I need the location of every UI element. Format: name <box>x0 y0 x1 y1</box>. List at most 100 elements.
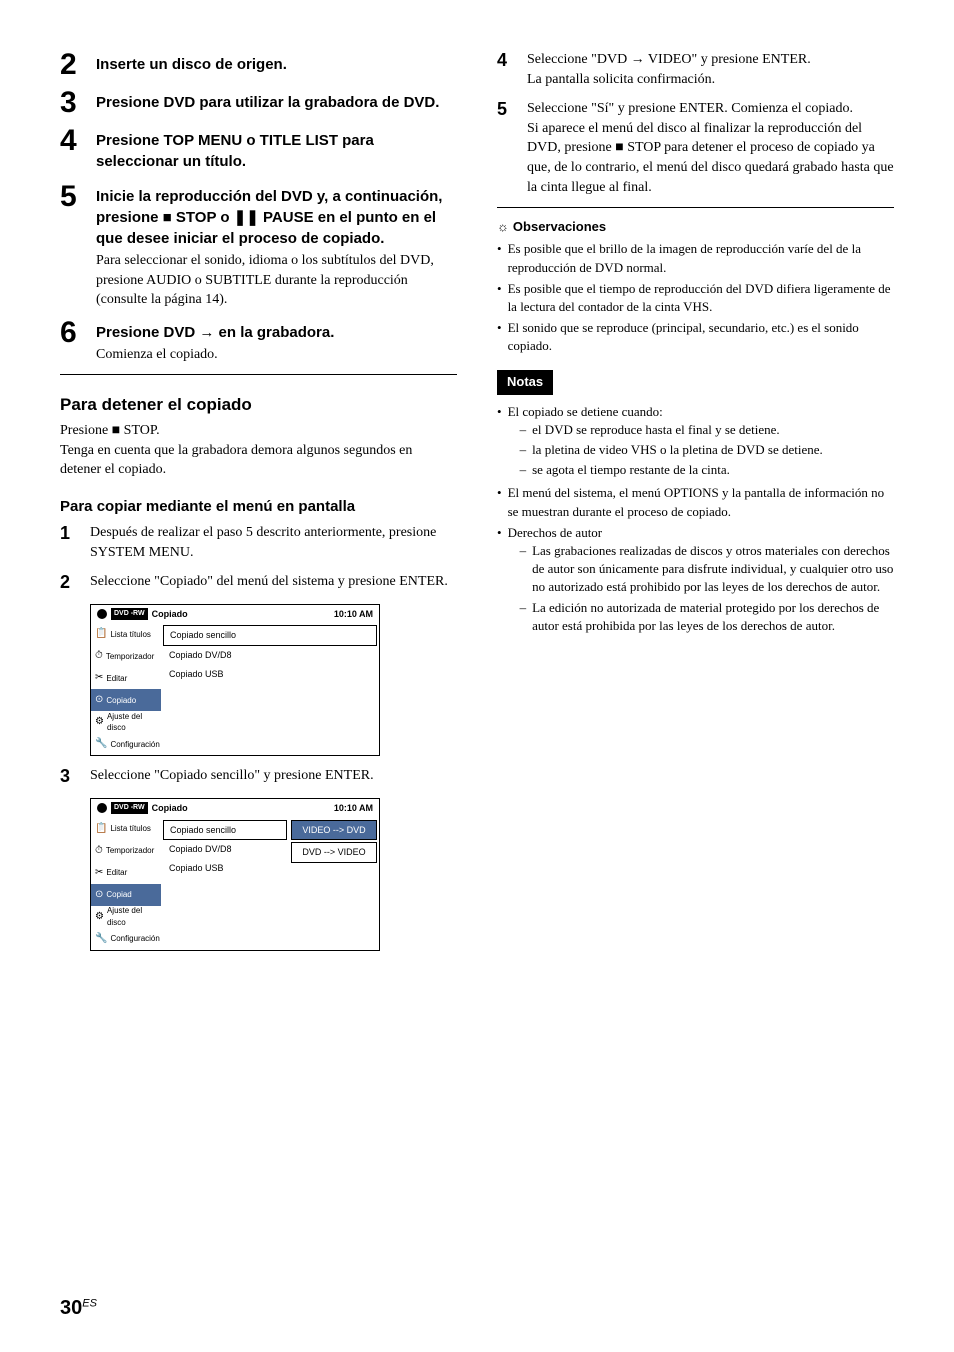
step-2: 2 Inserte un disco de origen. <box>60 50 457 80</box>
menu-side-item: ✂Editar <box>91 667 161 689</box>
obs-item: Es posible que el tiempo de reproducción… <box>497 280 894 316</box>
menu-main: Copiado sencillo Copiado DV/D8 Copiado U… <box>161 623 379 755</box>
menu-option: Copiado USB <box>163 665 377 684</box>
left-column: 2 Inserte un disco de origen. 3 Presione… <box>60 50 457 961</box>
menu-side-item: ⏱Temporizador <box>91 840 161 862</box>
substep-text: Después de realizar el paso 5 descrito a… <box>90 523 457 562</box>
menu-item-icon: ⚙ <box>95 715 104 729</box>
menu-option: Copiado DV/D8 <box>163 840 287 859</box>
menu-sidebar: 📋Lista títulos⏱Temporizador✂Editar⊙Copia… <box>91 818 161 950</box>
menu-screenshot-1: DVD -RW Copiado 10:10 AM 📋Lista títulos⏱… <box>90 604 380 757</box>
step-title: Presione DVD → en la grabadora. <box>96 322 457 343</box>
menu-right-panel: VIDEO --> DVD DVD --> VIDEO <box>289 818 379 950</box>
menu-item-label: Configuración <box>110 739 159 750</box>
menu-option: Copiado USB <box>163 859 287 878</box>
step-number: 2 <box>60 50 82 80</box>
substep-text: Seleccione "Copiado sencillo" y presione… <box>90 766 457 788</box>
notas-subitem: La edición no autorizada de material pro… <box>520 599 894 635</box>
right-step-4: 4 Seleccione "DVD → VIDEO" y presione EN… <box>497 50 894 89</box>
divider <box>497 207 894 208</box>
menu-item-label: Copiado <box>106 695 136 706</box>
step-number: 5 <box>497 99 513 197</box>
menu-item-label: Lista títulos <box>110 629 150 640</box>
menu-side-item: ✂Editar <box>91 862 161 884</box>
menu-time: 10:10 AM <box>334 802 373 815</box>
stop-heading: Para detener el copiado <box>60 393 457 417</box>
stop-text-2: Tenga en cuenta que la grabadora demora … <box>60 441 457 480</box>
menu-item-label: Temporizador <box>106 651 154 662</box>
menu-side-item: 🔧Configuración <box>91 733 161 755</box>
step-title: Presione DVD para utilizar la grabadora … <box>96 92 457 113</box>
substep-1: 1 Después de realizar el paso 5 descrito… <box>60 523 457 562</box>
menu-title: Copiado <box>152 608 188 621</box>
step-text: La pantalla solicita confirmación. <box>527 70 894 90</box>
menu-option: Copiado DV/D8 <box>163 646 377 665</box>
obs-heading: ☼Observaciones <box>497 218 894 236</box>
obs-list: Es posible que el brillo de la imagen de… <box>497 240 894 355</box>
dvd-badge: DVD -RW <box>111 802 148 814</box>
menu-item-icon: 🔧 <box>95 737 107 751</box>
menu-side-item: 📋Lista títulos <box>91 818 161 840</box>
notas-sublist: Las grabaciones realizadas de discos y o… <box>508 542 894 635</box>
divider <box>60 374 457 375</box>
step-title: Inicie la reproducción del DVD y, a cont… <box>96 186 457 249</box>
disc-icon <box>97 609 107 619</box>
menu-item-icon: ⏱ <box>95 649 103 663</box>
menu-header: DVD -RW Copiado 10:10 AM <box>91 799 379 818</box>
menu-item-icon: ⊙ <box>95 888 103 902</box>
menu-title: Copiado <box>152 802 188 815</box>
menu-item-icon: ✂ <box>95 671 103 685</box>
menu-side-item: ⏱Temporizador <box>91 645 161 667</box>
menu-item-icon: ⚙ <box>95 910 104 924</box>
step-text: Seleccione "DVD → VIDEO" y presione ENTE… <box>527 50 894 70</box>
step-3: 3 Presione DVD para utilizar la grabador… <box>60 88 457 118</box>
dvd-badge: DVD -RW <box>111 608 148 620</box>
menu-item-icon: ⏱ <box>95 844 103 858</box>
step-text: Comienza el copiado. <box>96 345 457 365</box>
stop-text-1: Presione ■ STOP. <box>60 421 457 441</box>
substep-2: 2 Seleccione "Copiado" del menú del sist… <box>60 572 457 594</box>
menu-item-label: Configuración <box>110 933 159 944</box>
menu-right-option: VIDEO --> DVD <box>291 820 377 841</box>
notas-subitem: el DVD se reproduce hasta el final y se … <box>520 421 823 439</box>
notas-subitem: Las grabaciones realizadas de discos y o… <box>520 542 894 597</box>
menu-sidebar: 📋Lista títulos⏱Temporizador✂Editar⊙Copia… <box>91 623 161 755</box>
lightbulb-icon: ☼ <box>497 218 509 236</box>
menu-right-option: DVD --> VIDEO <box>291 842 377 863</box>
step-5: 5 Inicie la reproducción del DVD y, a co… <box>60 182 457 310</box>
disc-icon <box>97 803 107 813</box>
menu-side-item: ⚙Ajuste del disco <box>91 711 161 733</box>
menu-item-label: Ajuste del disco <box>107 711 157 733</box>
substep-number: 1 <box>60 523 76 562</box>
menu-item-icon: 📋 <box>95 822 107 836</box>
menu-item-label: Editar <box>106 673 127 684</box>
step-number: 3 <box>60 88 82 118</box>
notas-list: El copiado se detiene cuando:el DVD se r… <box>497 403 894 637</box>
step-text: Seleccione "Sí" y presione ENTER. Comien… <box>527 99 894 119</box>
notas-badge: Notas <box>497 370 553 394</box>
right-step-5: 5 Seleccione "Sí" y presione ENTER. Comi… <box>497 99 894 197</box>
menu-side-item: ⊙Copiad <box>91 884 161 906</box>
menu-option: Copiado sencillo <box>163 625 377 646</box>
menu-item-label: Editar <box>106 867 127 878</box>
menu-side-item: 📋Lista títulos <box>91 623 161 645</box>
obs-item: El sonido que se reproduce (principal, s… <box>497 319 894 355</box>
step-number: 4 <box>60 126 82 174</box>
page-number: 30ES <box>60 1294 97 1322</box>
substep-number: 3 <box>60 766 76 788</box>
notas-subitem: la pletina de video VHS o la pletina de … <box>520 441 823 459</box>
step-number: 5 <box>60 182 82 310</box>
menu-side-item: ⊙Copiado <box>91 689 161 711</box>
step-number: 4 <box>497 50 513 89</box>
substep-text: Seleccione "Copiado" del menú del sistem… <box>90 572 457 594</box>
step-text: Para seleccionar el sonido, idioma o los… <box>96 251 457 310</box>
obs-item: Es posible que el brillo de la imagen de… <box>497 240 894 276</box>
observations-block: ☼Observaciones Es posible que el brillo … <box>497 218 894 355</box>
menu-item-label: Copiad <box>106 889 131 900</box>
menu-item-icon: ✂ <box>95 866 103 880</box>
right-column: 4 Seleccione "DVD → VIDEO" y presione EN… <box>497 50 894 961</box>
menu-side-item: 🔧Configuración <box>91 928 161 950</box>
menu-time: 10:10 AM <box>334 608 373 621</box>
step-title: Presione TOP MENU o TITLE LIST para sele… <box>96 130 457 172</box>
notas-item: El copiado se detiene cuando:el DVD se r… <box>497 403 894 482</box>
